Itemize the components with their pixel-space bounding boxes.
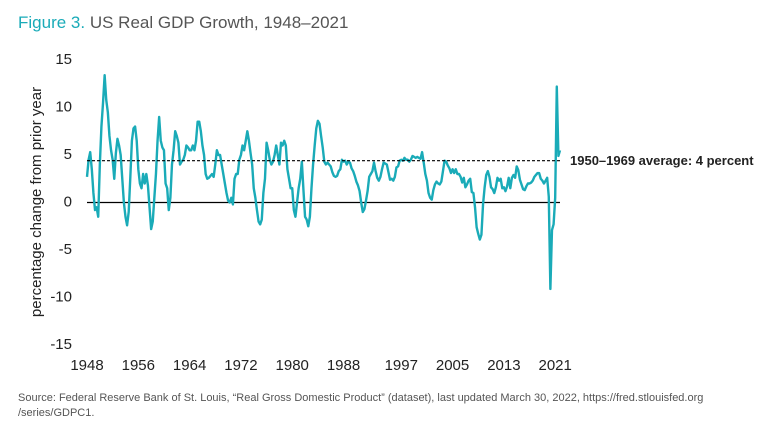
x-tick-label: 1997 [385, 357, 418, 374]
x-tick-label: 1988 [327, 357, 360, 374]
y-tick-label: -5 [59, 241, 72, 258]
y-tick-label: -15 [50, 336, 72, 353]
y-tick-label: 15 [55, 51, 72, 68]
source-line: /series/GDPC1. [18, 407, 94, 419]
title-text: US Real GDP Growth, 1948–2021 [90, 13, 349, 32]
x-tick-label: 2021 [539, 357, 572, 374]
y-tick-label: 10 [55, 98, 72, 115]
x-tick-label: 2005 [436, 357, 469, 374]
y-tick-label: 5 [64, 146, 72, 163]
x-tick-label: 1980 [276, 357, 309, 374]
y-tick-label: -10 [50, 288, 72, 305]
chart-title: Figure 3. US Real GDP Growth, 1948–2021 [18, 13, 348, 32]
figure-number: Figure 3. [18, 13, 85, 32]
y-tick-label: 0 [64, 193, 72, 210]
gdp-line [85, 74, 562, 291]
y-axis-label: percentage change from prior year [28, 87, 45, 317]
x-tick-label: 1972 [224, 357, 257, 374]
average-label: 1950–1969 average: 4 percent [570, 153, 754, 168]
x-tick-label: 1956 [122, 357, 155, 374]
x-tick-label: 1948 [70, 357, 103, 374]
x-tick-label: 1964 [173, 357, 206, 374]
x-tick-label: 2013 [487, 357, 520, 374]
source-line: Source: Federal Reserve Bank of St. Loui… [18, 392, 703, 404]
